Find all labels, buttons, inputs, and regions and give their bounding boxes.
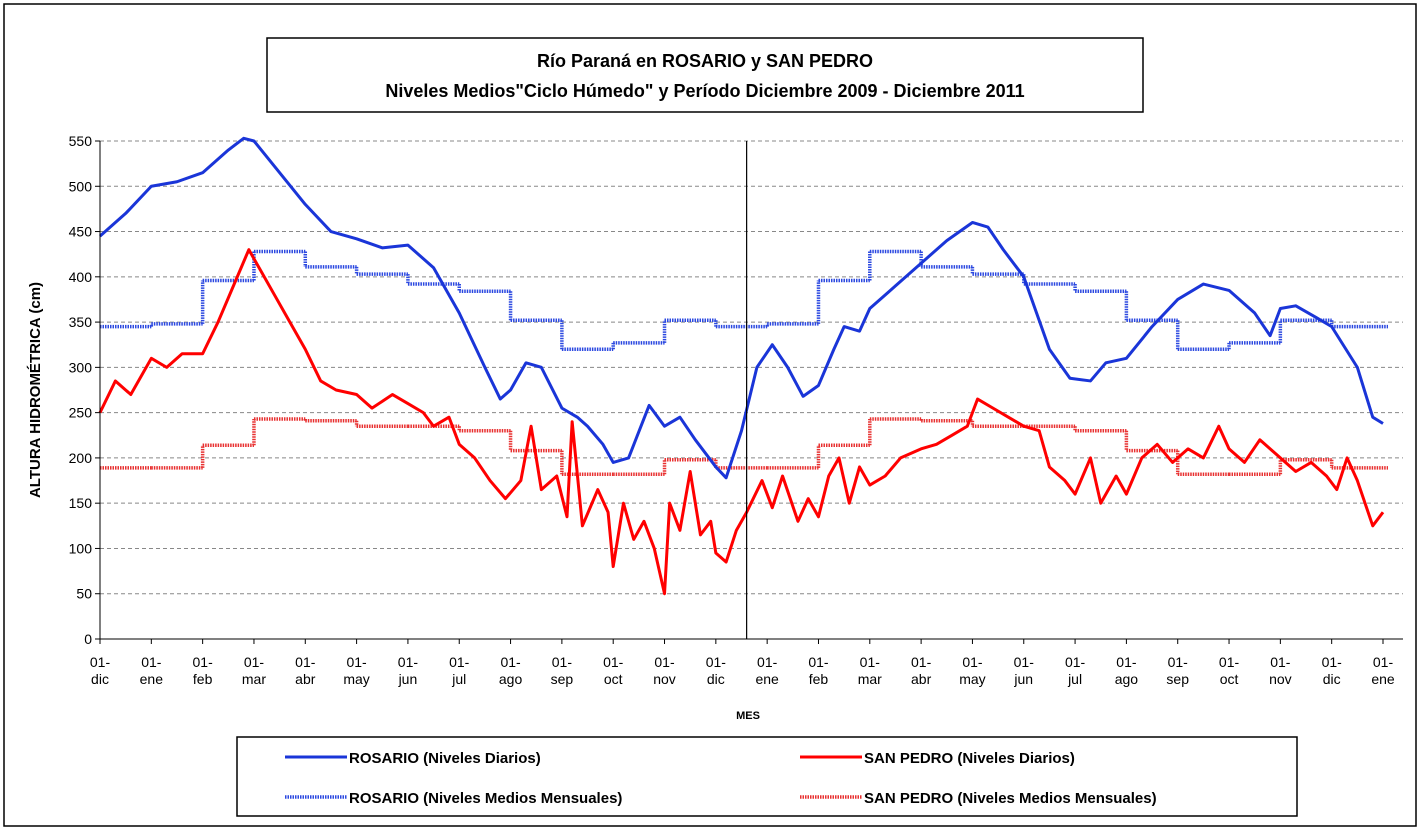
x-tick-label: 01-jul: [449, 654, 470, 687]
legend-label: ROSARIO (Niveles Medios Mensuales): [349, 790, 622, 807]
x-tick-label: 01-dic: [1322, 654, 1343, 687]
x-tick-label: 01-ago: [1115, 654, 1139, 687]
y-tick-label: 450: [69, 224, 93, 240]
x-tick-label: 01-may: [959, 654, 985, 687]
y-tick-label: 250: [69, 405, 93, 421]
x-tick-label: 01-ene: [140, 654, 164, 687]
y-tick-label: 350: [69, 314, 93, 330]
x-tick-label: 01-ene: [1371, 654, 1395, 687]
legend-box: [236, 736, 1298, 817]
x-tick-label: 01-ago: [499, 654, 523, 687]
x-tick-label: 01-jun: [398, 654, 419, 687]
x-tick-label: 01-nov: [653, 654, 676, 687]
y-tick-label: 50: [76, 586, 92, 602]
x-tick-label: 01-oct: [603, 654, 624, 687]
x-tick-label: 01-abr: [911, 654, 932, 687]
daily-line: [98, 248, 1385, 596]
y-tick-label: 150: [69, 495, 93, 511]
step-riser: [149, 251, 1334, 350]
y-tick-label: 400: [69, 269, 93, 285]
x-tick-label: 01-dic: [90, 654, 111, 687]
y-axis-label: ALTURA HIDROMÉTRICA (cm): [27, 282, 44, 498]
y-tick-label: 500: [69, 178, 93, 194]
daily-line: [99, 136, 1384, 480]
x-tick-label: 01-dic: [706, 654, 727, 687]
x-tick-label: 01-sep: [1166, 654, 1189, 687]
x-axis-label: MES: [736, 710, 760, 722]
y-tick-label: 200: [69, 450, 93, 466]
x-tick-label: 01-feb: [808, 654, 829, 687]
chart-frame: [3, 3, 1417, 827]
x-tick-label: 01-abr: [295, 654, 316, 687]
x-tick-label: 01-mar: [242, 654, 266, 687]
x-tick-label: 01-nov: [1269, 654, 1292, 687]
x-tick-label: 01-may: [343, 654, 369, 687]
x-tick-label: 01-jun: [1013, 654, 1034, 687]
legend-label: ROSARIO (Niveles Diarios): [349, 750, 541, 767]
legend-label: SAN PEDRO (Niveles Medios Mensuales): [864, 790, 1157, 807]
x-tick-label: 01-jul: [1065, 654, 1086, 687]
y-tick-label: 550: [69, 133, 93, 149]
chart-title: Río Paraná en ROSARIO y SAN PEDRO: [537, 51, 873, 71]
y-tick-label: 0: [84, 631, 92, 647]
x-tick-label: 01-ene: [755, 654, 779, 687]
x-tick-label: 01-mar: [858, 654, 882, 687]
x-tick-label: 01-feb: [193, 654, 214, 687]
chart-subtitle: Niveles Medios"Ciclo Húmedo" y Período D…: [385, 81, 1024, 101]
x-tick-label: 01-sep: [551, 654, 574, 687]
title-box: [266, 37, 1144, 113]
step-riser: [200, 418, 1334, 475]
y-tick-label: 300: [69, 359, 93, 375]
legend-label: SAN PEDRO (Niveles Diarios): [864, 750, 1075, 767]
y-tick-label: 100: [69, 540, 93, 556]
plot-area: [98, 136, 1403, 596]
x-tick-label: 01-oct: [1219, 654, 1240, 687]
